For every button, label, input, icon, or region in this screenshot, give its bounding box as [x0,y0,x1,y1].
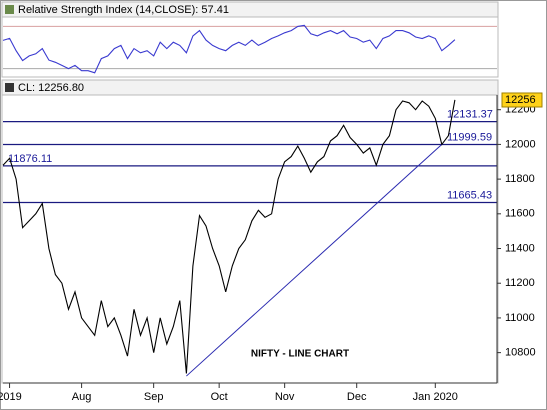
y-tick-label: 11200 [505,277,535,289]
rsi-icon [5,5,14,14]
y-tick-label: 11600 [505,208,535,220]
series-line [2,99,456,374]
y-tick-label: 11000 [505,312,535,324]
trendline [186,144,443,377]
price-icon [5,83,14,92]
x-tick-label: Nov [275,391,295,403]
y-tick-label: 12000 [505,138,536,150]
y-tick-label: 11800 [505,173,535,185]
x-tick-label: 2019 [0,391,22,403]
rsi-panel [1,16,499,78]
y-tick-label: 11400 [505,242,535,254]
series-line [2,24,456,74]
level-label: 11876.11 [8,153,52,165]
x-tick-label: Dec [347,391,367,403]
x-tick-label: Sep [144,391,164,403]
level-label: 11665.43 [447,189,492,201]
last-value-label: 12256 [505,94,536,106]
x-tick-label: Jan 2020 [413,391,458,403]
x-tick-label: Oct [211,391,228,403]
rsi-title: Relative Strength Index (14,CLOSE): 57.4… [18,4,229,16]
level-label: 12131.37 [447,109,493,121]
level-label: 11999.59 [447,131,492,143]
y-tick-label: 10800 [505,347,536,359]
x-tick-label: Aug [72,391,92,403]
annotation: NIFTY - LINE CHART [251,349,349,360]
last-value-box [501,92,543,108]
price-title: CL: 12256.80 [18,82,84,94]
